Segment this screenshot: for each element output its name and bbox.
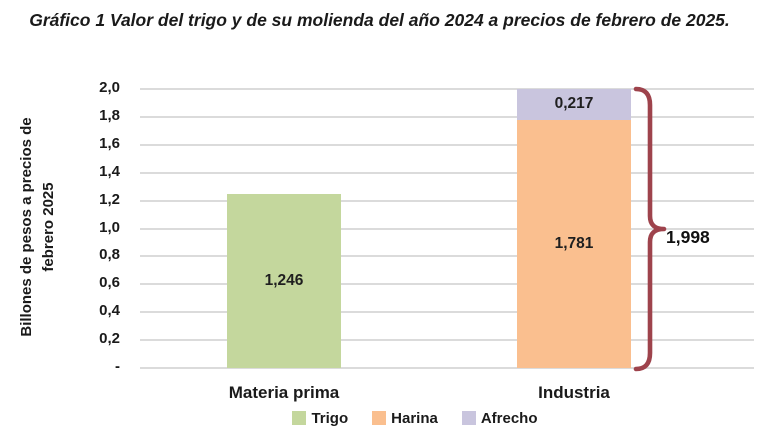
gridline (140, 171, 754, 174)
y-tick-label: - (115, 358, 120, 375)
gridline (140, 311, 754, 314)
bar-value-label: 0,217 (554, 95, 594, 113)
y-tick-label: 1,8 (99, 106, 120, 124)
category-label-materia-prima: Materia prima (228, 383, 340, 402)
y-tick-label: 0,8 (99, 246, 120, 264)
legend-swatch-icon (292, 411, 307, 425)
gridline (140, 227, 754, 230)
y-tick-label: 0,4 (99, 302, 120, 320)
y-tick-label: 0,6 (99, 274, 120, 292)
gridline (140, 367, 754, 369)
gridline (140, 199, 754, 202)
y-tick-label: 2,0 (99, 79, 120, 96)
bar-value-label: 1,246 (264, 272, 304, 290)
gridline (140, 115, 754, 118)
gridline (140, 88, 754, 90)
legend-swatch-icon (372, 411, 387, 425)
y-axis-title-line1: Billones de pesos a precios de (18, 117, 35, 337)
y-tick-label: 1,0 (99, 218, 120, 236)
gridline (140, 143, 754, 146)
legend-item-harina: Harina (372, 410, 438, 427)
legend-item-trigo: Trigo (292, 410, 348, 427)
legend-label: Harina (391, 409, 438, 427)
bar-segment-harina: 1,781 (517, 119, 631, 368)
bar-segment-afrecho: 0,217 (517, 89, 631, 120)
total-brace (633, 86, 667, 372)
legend-swatch-icon (461, 411, 476, 425)
y-axis-title-line2: febrero 2025 (40, 182, 57, 272)
y-tick-label: 1,2 (99, 190, 120, 208)
total-brace-icon (633, 86, 667, 372)
gridline (140, 339, 754, 342)
legend-label: Trigo (311, 409, 349, 427)
y-tick-label: 0,2 (99, 330, 120, 348)
bar-value-label: 1,781 (554, 234, 594, 252)
total-value-label: 1,998 (666, 227, 710, 247)
y-tick-label: 1,6 (99, 134, 120, 152)
chart-title: Gráfico 1 Valor del trigo y de su molien… (29, 10, 730, 30)
legend: Trigo Harina Afrecho (70, 406, 759, 430)
y-axis-title: Billones de pesos a precios de febrero 2… (16, 84, 62, 370)
bar-segment-trigo: 1,246 (227, 194, 341, 368)
gridline (140, 255, 754, 258)
gridline (140, 283, 754, 286)
y-tick-label: 1,4 (99, 162, 120, 180)
legend-item-afrecho: Afrecho (461, 409, 538, 427)
category-label-industria: Industria (538, 383, 610, 402)
legend-label: Afrecho (480, 409, 538, 427)
